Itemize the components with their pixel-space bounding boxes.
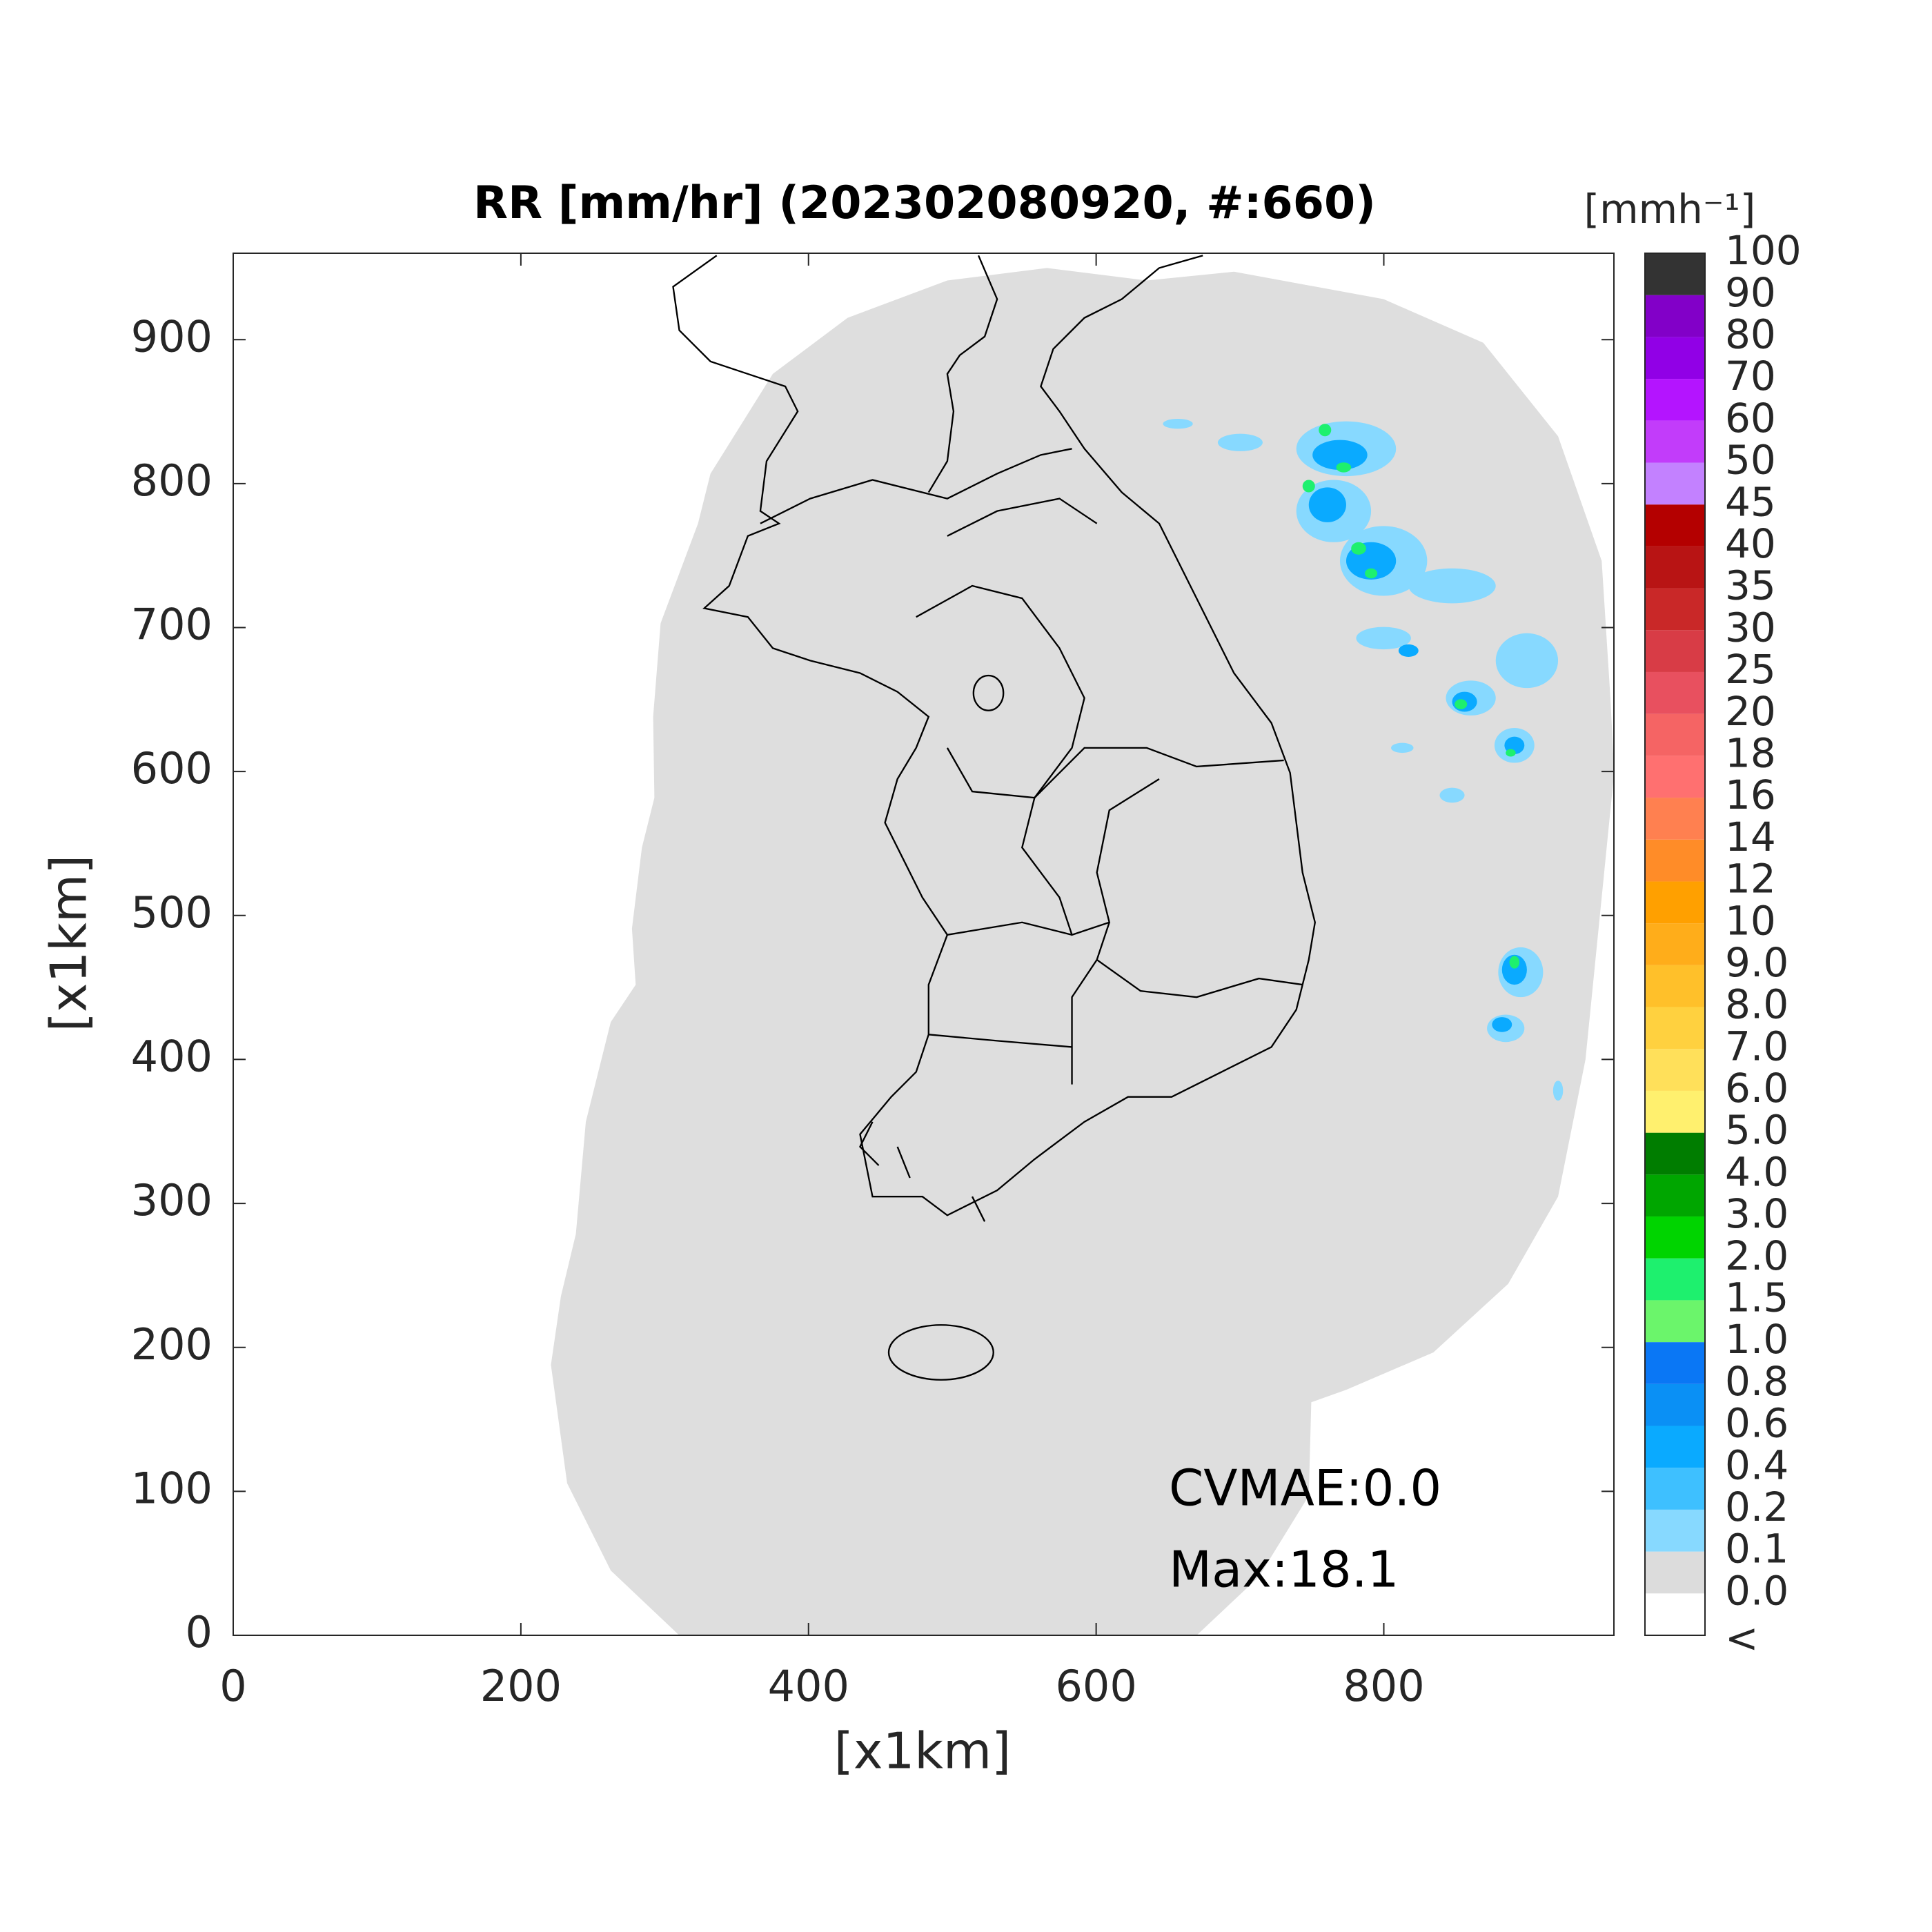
colorbar-segment — [1645, 965, 1705, 1007]
colorbar-label: 14 — [1725, 814, 1776, 860]
colorbar-segment — [1645, 1216, 1705, 1259]
rain-echoes — [1163, 418, 1564, 1101]
colorbar-segment — [1645, 1551, 1705, 1594]
x-axis-label: [x1km] — [834, 1722, 1011, 1780]
colorbar-segment — [1645, 1426, 1705, 1468]
colorbar-segment — [1645, 1593, 1705, 1635]
colorbar-segment — [1645, 1007, 1705, 1049]
colorbar-segment — [1645, 1509, 1705, 1552]
colorbar-label: 8.0 — [1725, 981, 1788, 1028]
x-tick-label: 600 — [1055, 1661, 1136, 1711]
colorbar-segment — [1645, 1174, 1705, 1217]
map-layer — [551, 255, 1615, 1636]
y-tick-label: 800 — [131, 455, 213, 506]
y-tick-label: 0 — [186, 1607, 213, 1657]
colorbar-segment — [1645, 798, 1705, 840]
colorbar-segment — [1645, 462, 1705, 505]
colorbar-label: 35 — [1725, 562, 1776, 609]
x-tick-label: 200 — [480, 1661, 562, 1711]
y-tick-label: 600 — [131, 743, 213, 793]
colorbar-segment — [1645, 1049, 1705, 1091]
colorbar-label: 50 — [1725, 437, 1776, 484]
x-tick-label: 800 — [1343, 1661, 1424, 1711]
colorbar-unit: [mmh⁻¹] — [1584, 186, 1756, 233]
y-tick-label: 500 — [131, 887, 213, 938]
colorbar-segment — [1645, 756, 1705, 798]
y-tick-label: 700 — [131, 600, 213, 650]
colorbar-segment — [1645, 379, 1705, 421]
colorbar-label: 45 — [1725, 478, 1776, 525]
radar-coverage — [551, 268, 1615, 1636]
colorbar-label: < — [1725, 1615, 1759, 1662]
y-tick-label: 300 — [131, 1175, 213, 1225]
colorbar-segment — [1645, 337, 1705, 379]
colorbar-label: 2.0 — [1725, 1232, 1788, 1279]
annotation: CVMAE:0.0 — [1169, 1459, 1441, 1517]
colorbar-label: 16 — [1725, 771, 1776, 818]
colorbar-segment — [1645, 504, 1705, 546]
colorbar-segment — [1645, 420, 1705, 463]
colorbar-label: 60 — [1725, 395, 1776, 442]
colorbar-segment — [1645, 588, 1705, 631]
x-tick-label: 0 — [219, 1661, 246, 1711]
plot-frame — [233, 253, 1615, 1636]
colorbar-segment — [1645, 839, 1705, 882]
colorbar-label: 3.0 — [1725, 1190, 1788, 1237]
colorbar-label: 0.8 — [1725, 1358, 1788, 1405]
colorbar-label: 90 — [1725, 269, 1776, 316]
title: RR [mm/hr] (202302080920, #:660) — [473, 177, 1376, 229]
colorbar-segment — [1645, 881, 1705, 924]
colorbar-label: 25 — [1725, 646, 1776, 693]
colorbar-label: 1.5 — [1725, 1274, 1788, 1321]
y-axis-label: [x1km] — [40, 855, 98, 1032]
colorbar-segment — [1645, 1383, 1705, 1426]
colorbar-label: 10 — [1725, 897, 1776, 944]
colorbar-label: 7.0 — [1725, 1023, 1788, 1070]
colorbar-segment — [1645, 713, 1705, 756]
colorbar-segment — [1645, 630, 1705, 672]
colorbar-label: 0.2 — [1725, 1483, 1788, 1530]
colorbar-label: 6.0 — [1725, 1065, 1788, 1112]
colorbar-label: 18 — [1725, 729, 1776, 776]
colorbar-segment — [1645, 546, 1705, 589]
colorbar-segment — [1645, 1090, 1705, 1133]
colorbar-segment — [1645, 671, 1705, 714]
coastline — [672, 255, 1317, 1381]
colorbar-label: 0.6 — [1725, 1400, 1788, 1447]
colorbar-label: 80 — [1725, 311, 1776, 358]
colorbar-frame — [1644, 253, 1706, 1636]
colorbar-segment — [1645, 1300, 1705, 1343]
colorbar-label: 70 — [1725, 353, 1776, 400]
x-tick-label: 400 — [768, 1661, 849, 1711]
colorbar-segment — [1645, 1468, 1705, 1510]
colorbar-segment — [1645, 253, 1705, 295]
colorbar-segment — [1645, 1258, 1705, 1301]
colorbar-label: 20 — [1725, 688, 1776, 735]
colorbar-label: 9.0 — [1725, 939, 1788, 986]
colorbar-segment — [1645, 295, 1705, 337]
colorbar-label: 0.0 — [1725, 1567, 1788, 1614]
colorbar-label: 5.0 — [1725, 1107, 1788, 1154]
colorbar-label: 100 — [1725, 227, 1802, 274]
colorbar-label: 1.0 — [1725, 1316, 1788, 1363]
annotation: Max:18.1 — [1169, 1541, 1399, 1599]
colorbar-label: 0.4 — [1725, 1441, 1788, 1488]
y-tick-label: 400 — [131, 1032, 213, 1082]
colorbar-segment — [1645, 1132, 1705, 1175]
colorbar-label: 0.1 — [1725, 1526, 1788, 1573]
colorbar-label: 30 — [1725, 604, 1776, 651]
colorbar-label: 4.0 — [1725, 1148, 1788, 1195]
colorbar-label: 12 — [1725, 856, 1776, 903]
y-tick-label: 200 — [131, 1319, 213, 1370]
y-tick-label: 900 — [131, 311, 213, 362]
colorbar-label: 40 — [1725, 520, 1776, 567]
colorbar-segment — [1645, 1342, 1705, 1384]
y-tick-label: 100 — [131, 1463, 213, 1513]
colorbar-segment — [1645, 923, 1705, 965]
